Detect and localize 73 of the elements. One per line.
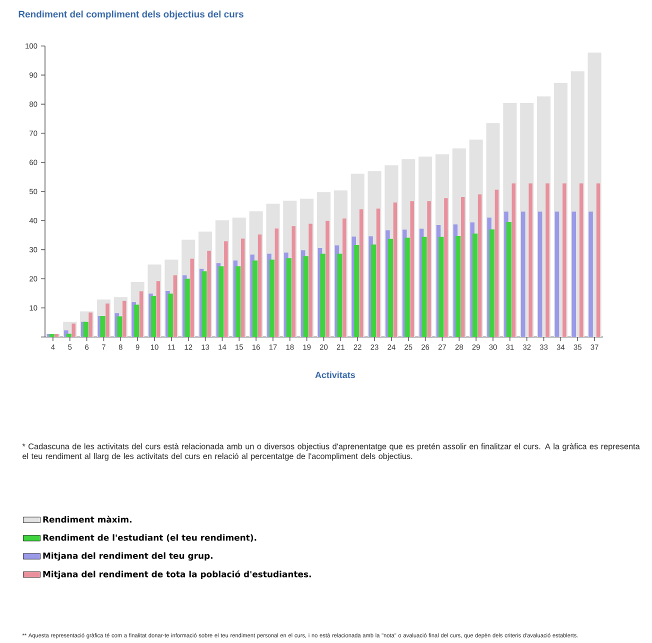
bar — [579, 183, 584, 337]
legend-label: Rendiment màxim. — [43, 516, 132, 523]
bar — [106, 304, 110, 337]
bar — [342, 218, 346, 337]
legend-label: Mitjana del rendiment del teu grup. — [43, 552, 212, 561]
bar — [173, 275, 178, 337]
bar — [572, 212, 576, 337]
bar — [258, 234, 262, 337]
bar — [269, 260, 275, 337]
bar — [207, 250, 211, 337]
bar — [224, 241, 228, 337]
chart-title: Rendiment del compliment dels objectius del curs — [18, 10, 244, 20]
bar — [168, 294, 173, 337]
bar — [184, 278, 190, 337]
bar — [588, 212, 593, 337]
bar — [83, 322, 88, 337]
bar — [546, 183, 550, 337]
bar — [359, 209, 364, 337]
x-axis-title: Activitats — [315, 372, 355, 378]
bar — [320, 254, 326, 337]
bar — [202, 271, 207, 337]
bar — [240, 238, 245, 337]
bar — [410, 201, 414, 337]
bar — [521, 212, 526, 337]
bar — [292, 226, 296, 337]
bar — [528, 183, 532, 337]
bar — [388, 238, 393, 337]
bar — [461, 197, 465, 337]
bar — [156, 281, 160, 337]
bar — [427, 201, 431, 337]
bar — [134, 304, 140, 337]
bar — [472, 234, 478, 337]
bar — [54, 334, 59, 337]
bar — [404, 238, 410, 337]
bar — [218, 266, 224, 337]
bar — [554, 212, 560, 337]
bar — [139, 291, 144, 337]
bar — [326, 220, 330, 337]
bar — [274, 228, 279, 337]
bar — [456, 236, 461, 337]
bar — [478, 194, 482, 337]
bar — [88, 312, 92, 337]
bar — [393, 202, 398, 337]
bar — [494, 190, 499, 337]
bar — [72, 324, 76, 337]
bar — [100, 316, 106, 337]
bar — [562, 183, 566, 337]
bar — [438, 236, 444, 337]
bar — [117, 316, 122, 337]
bar — [66, 334, 72, 337]
bar — [506, 222, 512, 337]
bar — [538, 212, 542, 337]
bar — [489, 229, 495, 337]
bar — [444, 198, 448, 337]
bar — [422, 236, 427, 337]
bar — [303, 256, 308, 337]
legend-label: Rendiment de l'estudiant (el teu rendiment). — [43, 534, 256, 542]
bar — [596, 183, 600, 337]
legend-label: Mitjana del rendiment de tota la població d'estudiantes. — [43, 570, 311, 580]
bar — [370, 244, 376, 337]
text: * Cadascuna de les activitats del curs està relacionada amb un o diversos objectius d'aprenentatge que es pretén assolir en finalitzar el curs. A la gràfica es representa el teu rendiment al llarg de les activitats del curs en relació al percentatge de l'acompliment dels objectius. — [22, 443, 640, 461]
bar — [252, 260, 258, 337]
bar — [286, 258, 292, 337]
bar — [512, 183, 516, 337]
bar — [376, 208, 380, 337]
bar — [354, 245, 360, 337]
bar — [49, 334, 54, 337]
bar — [337, 254, 342, 337]
bar — [150, 296, 156, 337]
bar — [236, 266, 241, 337]
bar — [122, 300, 126, 337]
bar — [190, 258, 194, 337]
bar — [308, 224, 312, 337]
